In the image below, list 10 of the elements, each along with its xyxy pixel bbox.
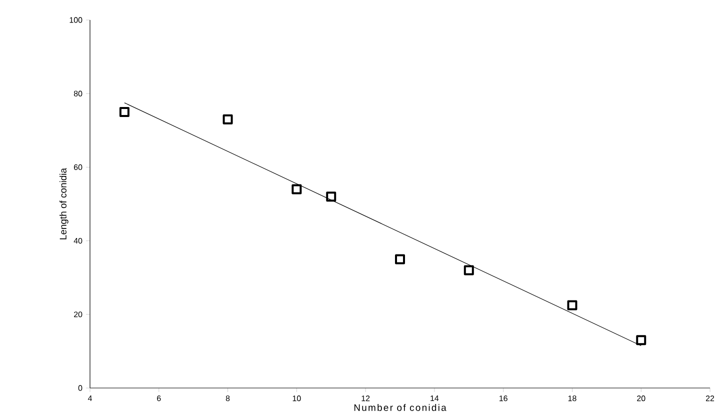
point [464, 265, 474, 276]
y-axis-title: Length of conidia [60, 168, 68, 240]
point [119, 106, 130, 117]
point [326, 192, 336, 202]
point [395, 254, 406, 264]
point [636, 335, 646, 346]
point [292, 184, 302, 194]
point [567, 300, 578, 310]
point [222, 114, 233, 124]
x-axis-title: Number of conidia [354, 404, 446, 411]
